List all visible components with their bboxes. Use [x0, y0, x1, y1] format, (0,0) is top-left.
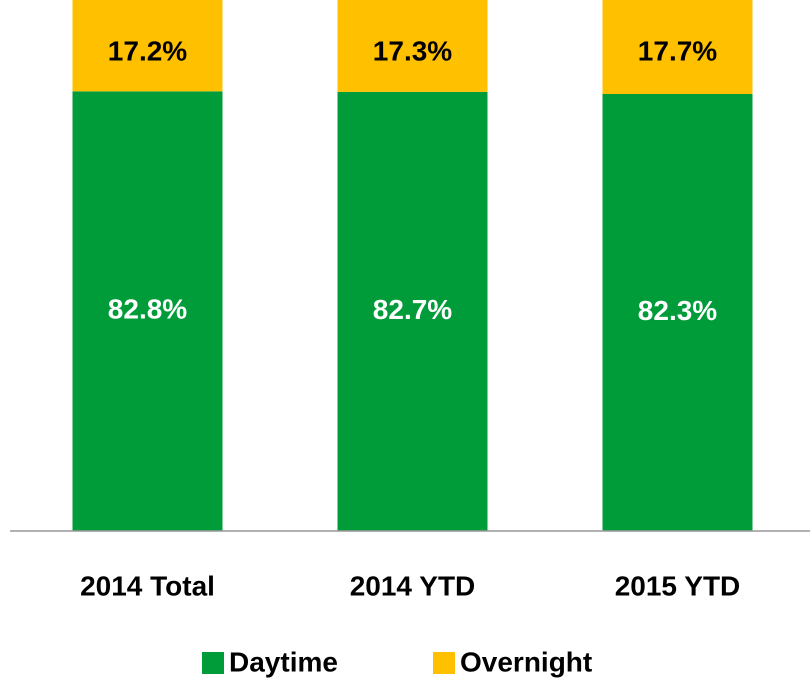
legend-label: Overnight [460, 646, 592, 677]
bar-segment [602, 0, 753, 94]
x-tick-label: 2014 YTD [350, 570, 476, 601]
bar-segment [72, 0, 223, 92]
data-label: 17.7% [638, 35, 717, 66]
data-label: 82.3% [638, 295, 717, 326]
x-tick-label: 2014 Total [80, 570, 215, 601]
x-tick-label: 2015 YTD [615, 570, 741, 601]
bar-segment [337, 0, 488, 92]
data-label: 17.3% [373, 35, 452, 66]
legend-swatch [202, 652, 224, 674]
legend-label: Daytime [229, 646, 338, 677]
bar-segment [337, 91, 488, 531]
data-label: 82.7% [373, 294, 452, 325]
data-label: 17.2% [108, 35, 187, 66]
legend-swatch [433, 652, 455, 674]
bar-segment [602, 93, 753, 531]
data-label: 82.8% [108, 294, 187, 325]
bar-segment [72, 91, 223, 531]
